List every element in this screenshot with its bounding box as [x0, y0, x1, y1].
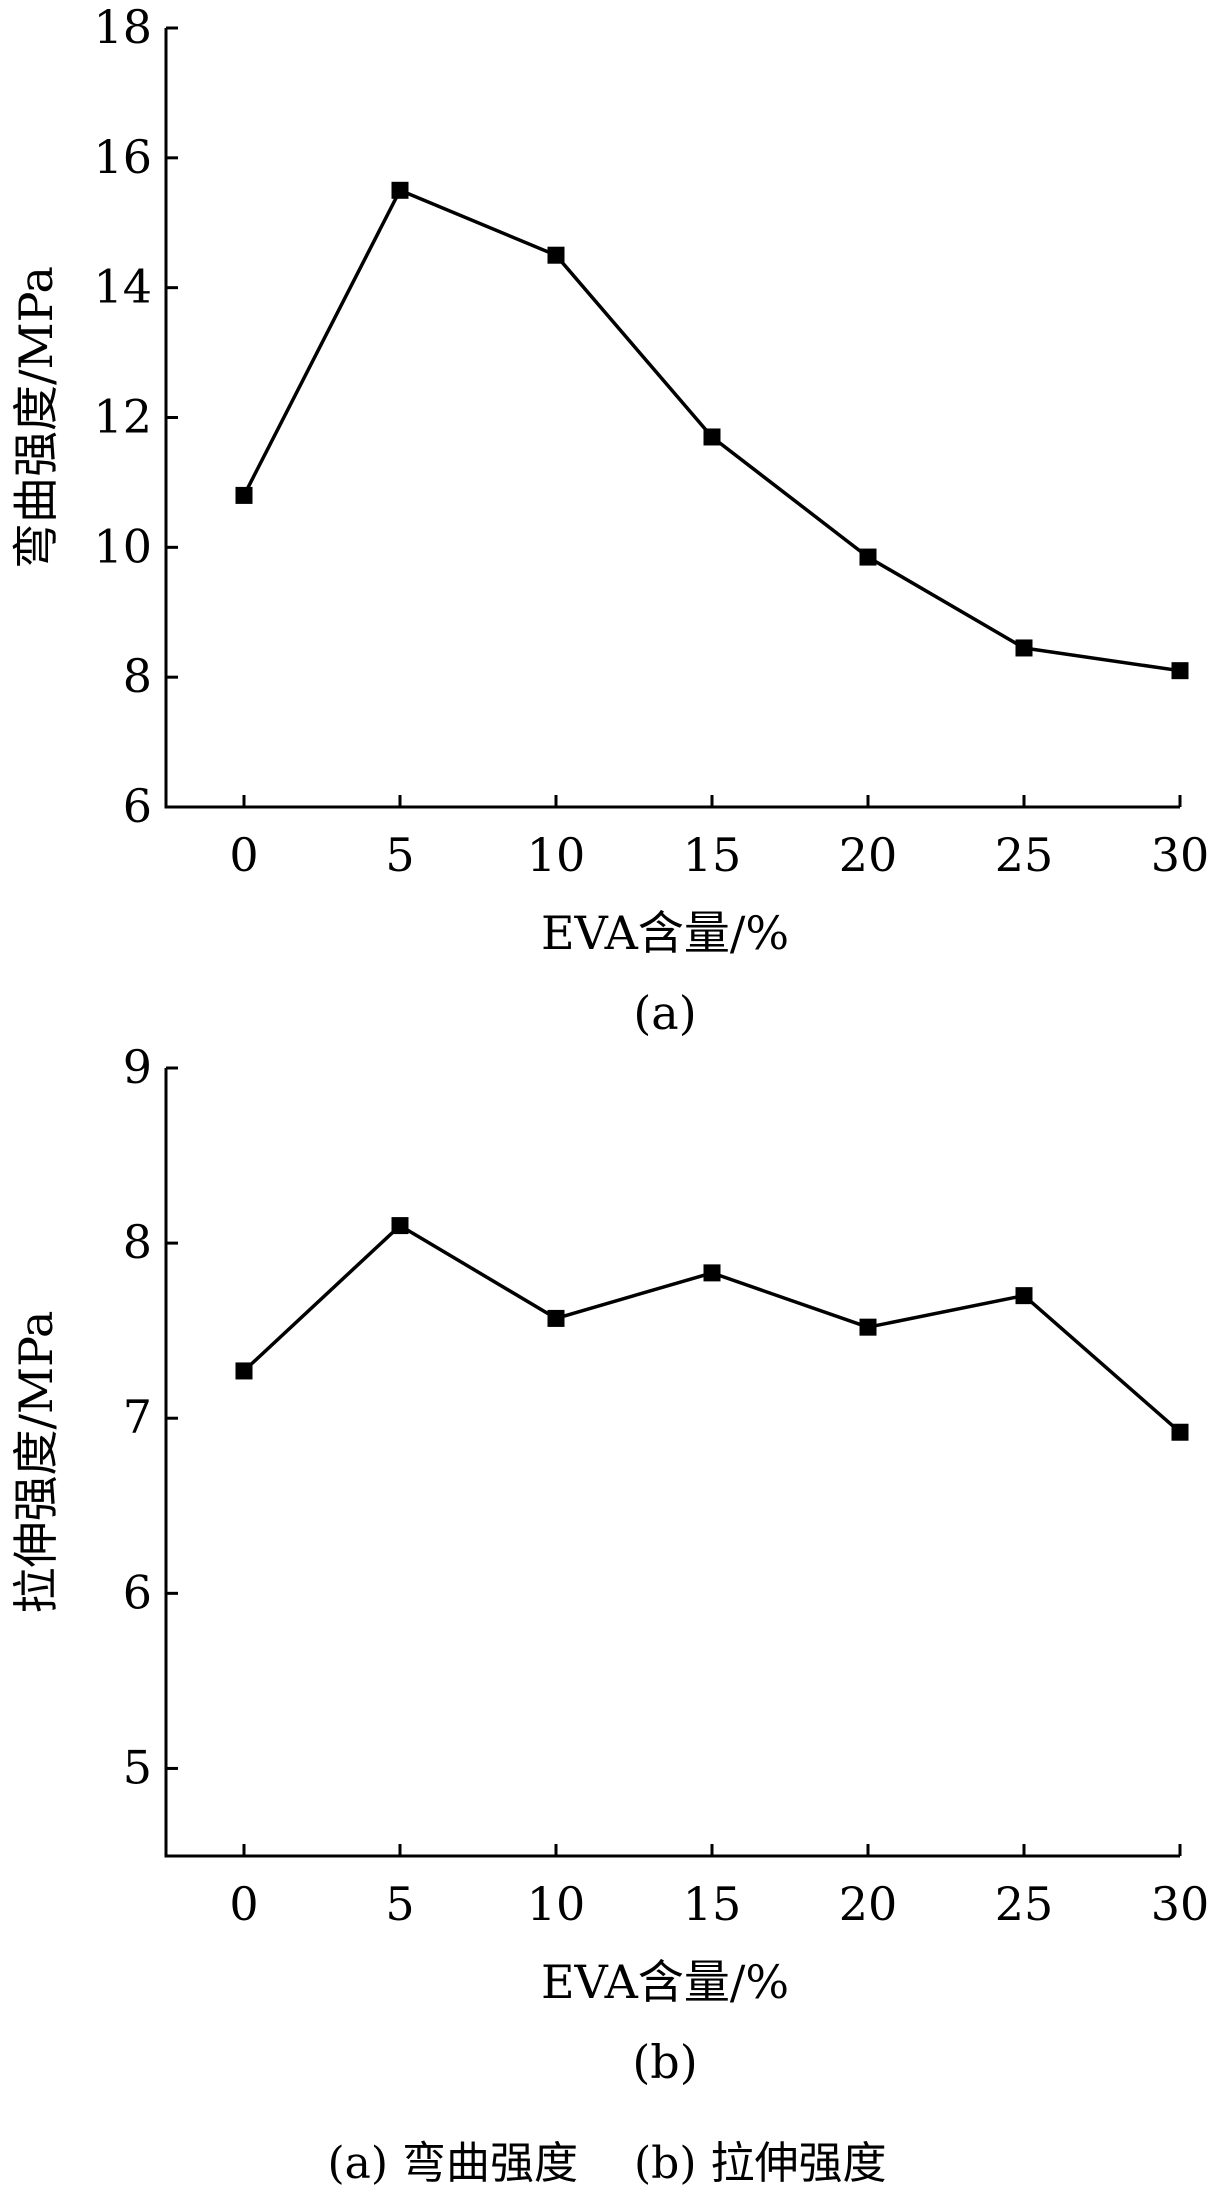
chart-a-y-tick-label: 6: [123, 779, 152, 833]
chart-a: 6 8 10 12 14 16 18 0 5 10 15 20 25 30 EVA含量/% 弯曲强度/MPa (…: [9, 0, 1209, 1040]
chart-b-y-label: 拉伸强度/MPa: [9, 1311, 63, 1614]
chart-a-x-tick-label: 20: [839, 828, 898, 882]
chart-b-data-point: [1015, 1287, 1033, 1305]
chart-b-x-tick-label: 10: [527, 1877, 586, 1931]
chart-a-data-point: [547, 246, 565, 264]
chart-b-data-point: [703, 1264, 721, 1282]
chart-a-x-tick-label: 15: [683, 828, 742, 882]
chart-a-y-tick-label: 16: [93, 130, 152, 184]
chart-b-x-label: EVA含量/%: [541, 1955, 789, 2009]
chart-b-y-tick-label: 9: [123, 1040, 152, 1094]
chart-b-x-tick-label: 0: [229, 1877, 258, 1931]
chart-b-data-point: [859, 1318, 877, 1336]
chart-a-y-tick-label: 10: [93, 519, 152, 573]
chart-a-x-tick-label: 25: [995, 828, 1054, 882]
chart-b: 5 6 7 8 9 0 5 10 15 20 25 30 EVA含量/% 拉伸强度/MPa (b): [9, 1040, 1209, 2089]
chart-a-x-tick-label: 30: [1151, 828, 1210, 882]
chart-a-y-tick-label: 12: [93, 390, 152, 444]
chart-a-data-point: [235, 486, 253, 504]
chart-b-series-line: [242, 1223, 1182, 1434]
chart-a-y-tick-label: 18: [93, 0, 152, 54]
chart-b-x-tick-label: 5: [385, 1877, 414, 1931]
chart-a-data-point: [1015, 639, 1033, 657]
chart-b-data-point: [1171, 1423, 1189, 1441]
chart-b-x-tick-label: 25: [995, 1877, 1054, 1931]
chart-a-data-point: [1171, 662, 1189, 680]
chart-a-x-label: EVA含量/%: [541, 906, 789, 960]
chart-a-y-tick-label: 14: [93, 260, 152, 314]
chart-a-data-point: [703, 428, 721, 446]
chart-a-data-point: [859, 548, 877, 566]
chart-a-y-tick-label: 8: [123, 649, 152, 703]
chart-b-data-point: [547, 1309, 565, 1327]
chart-a-x-tick-label: 5: [385, 828, 414, 882]
chart-b-y-tick-label: 8: [123, 1215, 152, 1269]
chart-a-panel-label: (a): [633, 986, 696, 1040]
chart-b-x-tick-label: 20: [839, 1877, 898, 1931]
chart-b-data-point: [235, 1362, 253, 1380]
chart-b-x-tick-label: 15: [683, 1877, 742, 1931]
figure-caption: (a) 弯曲强度 (b) 拉伸强度: [328, 2138, 887, 2189]
chart-a-data-point: [391, 181, 409, 199]
chart-a-x-tick-label: 10: [527, 828, 586, 882]
chart-b-y-tick-label: 6: [123, 1565, 152, 1619]
chart-a-x-tick-label: 0: [229, 828, 258, 882]
chart-b-panel-label: (b): [632, 2035, 697, 2089]
chart-a-y-label: 弯曲强度/MPa: [9, 266, 63, 569]
chart-b-data-point: [391, 1217, 409, 1235]
chart-b-y-tick-label: 7: [123, 1390, 152, 1444]
chart-b-y-tick-label: 5: [123, 1740, 152, 1794]
chart-b-x-tick-label: 30: [1151, 1877, 1210, 1931]
